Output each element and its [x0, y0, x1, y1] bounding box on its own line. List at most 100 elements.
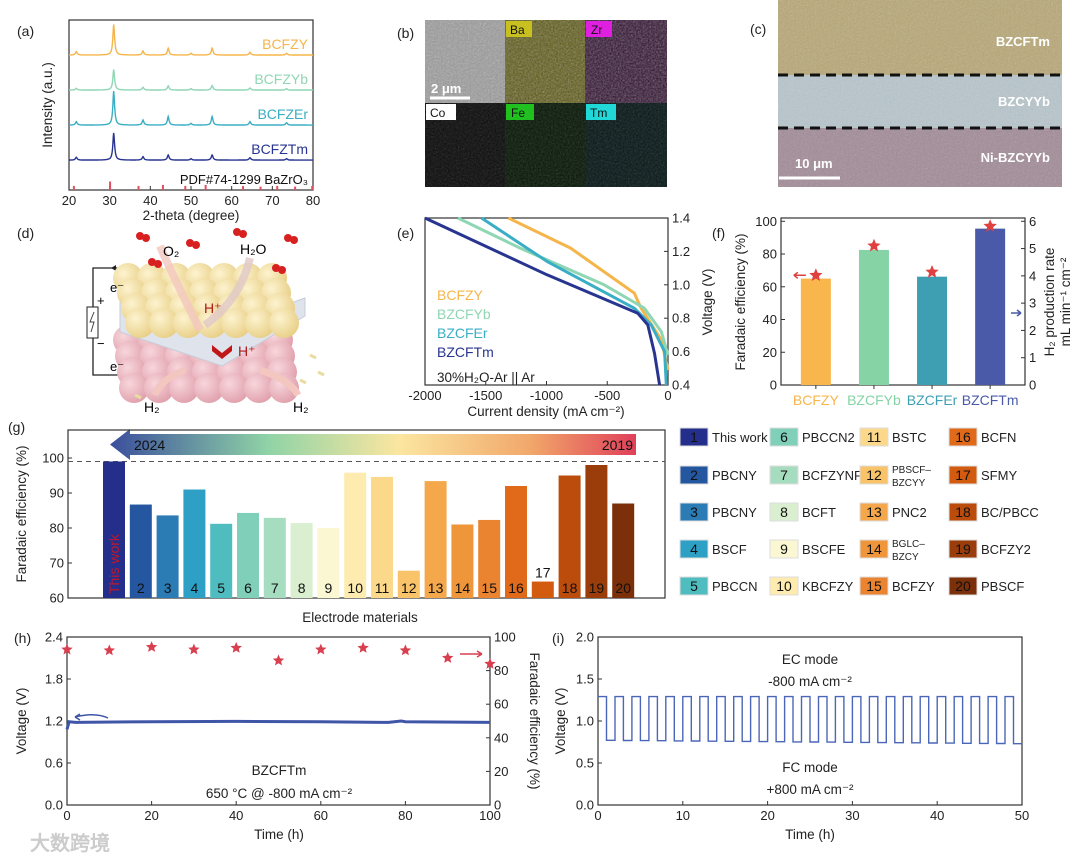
legend-swatch [769, 427, 799, 447]
reference-label: PDF#74-1299 BaZrO₃ [180, 172, 308, 187]
i-xtick-label: 30 [845, 808, 859, 823]
e-xtick-label: -1000 [530, 388, 563, 403]
h-voltage-curve [65, 719, 491, 730]
h-xtick-label: 80 [398, 808, 412, 823]
fe-label: Fe [511, 106, 525, 120]
h2-arrow-left [151, 366, 187, 397]
legend-swatch [948, 465, 978, 485]
g-bar-number: 19 [589, 580, 605, 596]
g-ytick-label: 70 [50, 556, 64, 571]
g-this-work-label: This work [106, 533, 122, 594]
legend-number: 2 [690, 467, 698, 483]
panel-label-a: (a) [17, 23, 34, 39]
i-ytick-label: 0.0 [576, 798, 594, 813]
f-ytick-label: 6 [1029, 214, 1036, 229]
h-xlabel: Time (h) [254, 827, 304, 842]
f-fe-star [809, 268, 823, 281]
legend-swatch [859, 539, 889, 559]
i-xtick-label: 0 [594, 808, 601, 823]
plus-label: + [97, 293, 105, 308]
h-ytick-label: 0.0 [45, 798, 63, 813]
h-ytick-label: 40 [494, 730, 508, 745]
pink-sphere [194, 373, 224, 403]
h-ylabel: Voltage (V) [14, 688, 29, 755]
legend-label: BSCFE [802, 542, 846, 557]
b-scale-bar-label: 2 μm [431, 81, 461, 96]
e-annotation: 30%H₂O-Ar || Ar [437, 370, 535, 385]
molecule-atom [290, 236, 298, 244]
legend-swatch [679, 465, 709, 485]
g-bar-number: 14 [455, 580, 471, 596]
a-xtick-label: 40 [143, 193, 157, 208]
g-bar-4 [183, 489, 206, 598]
f-bar-BZCFTm [975, 228, 1006, 385]
legend-number: 1 [690, 429, 698, 445]
legend-number: 14 [866, 541, 882, 557]
layer-label-bzcyyb: BZCYYb [998, 94, 1050, 109]
proton-label-bottom: H⁺ [238, 343, 256, 359]
tm-label: Tm [590, 106, 607, 120]
legend-swatch [948, 539, 978, 559]
e-ytick-label: 0.8 [672, 311, 690, 326]
molecule-atom [192, 241, 200, 249]
xrd-series-label: BCFZYb [254, 71, 308, 87]
i-ec-mode: EC mode [782, 652, 838, 667]
h2-molecule [317, 370, 325, 377]
f-ytick-label: 2 [1029, 323, 1036, 338]
legend-number: 16 [955, 429, 971, 445]
g-ytick-label: 100 [42, 451, 64, 466]
layer-label-bzcftm: BZCFTm [996, 34, 1050, 49]
legend-label: PNC2 [892, 505, 927, 520]
legend-number: 17 [955, 467, 971, 483]
f-bar-BCFZY [800, 278, 831, 385]
legend-number: 6 [780, 429, 788, 445]
h-fe-star [484, 657, 496, 669]
g-bar-6 [237, 512, 259, 598]
arrow-icon [111, 265, 116, 271]
h-fe-star [103, 644, 115, 656]
g-bar-number: 17 [535, 565, 551, 581]
g-bar-18 [558, 475, 581, 598]
g-bar-19 [585, 465, 608, 598]
legend-number: 8 [780, 504, 788, 520]
electron-label-bottom: e⁻ [110, 359, 124, 374]
left-axis-arrow-icon [74, 713, 109, 721]
co-label: Co [430, 106, 446, 120]
legend-swatch [769, 502, 799, 522]
a-xlabel: 2-theta (degree) [143, 208, 240, 223]
g-bar-number: 7 [271, 580, 279, 596]
a-xtick-label: 50 [184, 193, 198, 208]
h-ytick-label: 80 [494, 663, 508, 678]
e-legend-entry: BZCFYb [437, 306, 491, 322]
i-xtick-label: 50 [1015, 808, 1029, 823]
e-legend-entry: BCFZY [437, 287, 484, 303]
f-category-label: BCFZY [793, 392, 840, 408]
legend-label: PBCNY [712, 468, 757, 483]
f-ytick-label: 40 [763, 312, 777, 327]
layer-label-ni-bzcyyb: Ni-BZCYYb [981, 150, 1050, 165]
xrd-curve-BCFZTm [69, 132, 313, 161]
legend-number: 9 [780, 541, 788, 557]
legend-swatch [679, 502, 709, 522]
g-bar-number: 3 [164, 580, 172, 596]
legend-label: BC/PBCC [981, 505, 1039, 520]
e-xlabel: Current density (mA cm⁻²) [467, 404, 624, 419]
xrd-curve-BCFZEr [69, 90, 313, 126]
g-bar-2 [129, 504, 152, 598]
h-ytick-label: 1.2 [45, 714, 63, 729]
g-timeline: 2024 2019 [110, 429, 636, 460]
i-xtick-label: 20 [760, 808, 774, 823]
legend-label: BZCYY [892, 478, 926, 489]
h2-label-left: H₂ [144, 399, 160, 415]
g-ylabel: Faradaic efficiency (%) [14, 445, 29, 582]
panel-b-eds-maps: Ba Zr Co Fe Tm 2 μm [425, 20, 667, 187]
a-xtick-label: 80 [306, 193, 320, 208]
yellow-sphere [245, 308, 275, 338]
legend-label: BGLC– [892, 539, 925, 550]
co-label-box [426, 104, 456, 120]
h-fe-star [188, 643, 200, 655]
f-ylabel-right-2: mL min⁻¹ cm⁻² [1058, 257, 1073, 346]
g-legend: 1 This work 2 PBCNY 3 PBCNY 4 BSCF 5 PBCCN 6 PBCCN2… [679, 427, 1039, 596]
g-bar-number: 18 [562, 580, 578, 596]
xrd-curve-BCFZY [69, 24, 313, 56]
